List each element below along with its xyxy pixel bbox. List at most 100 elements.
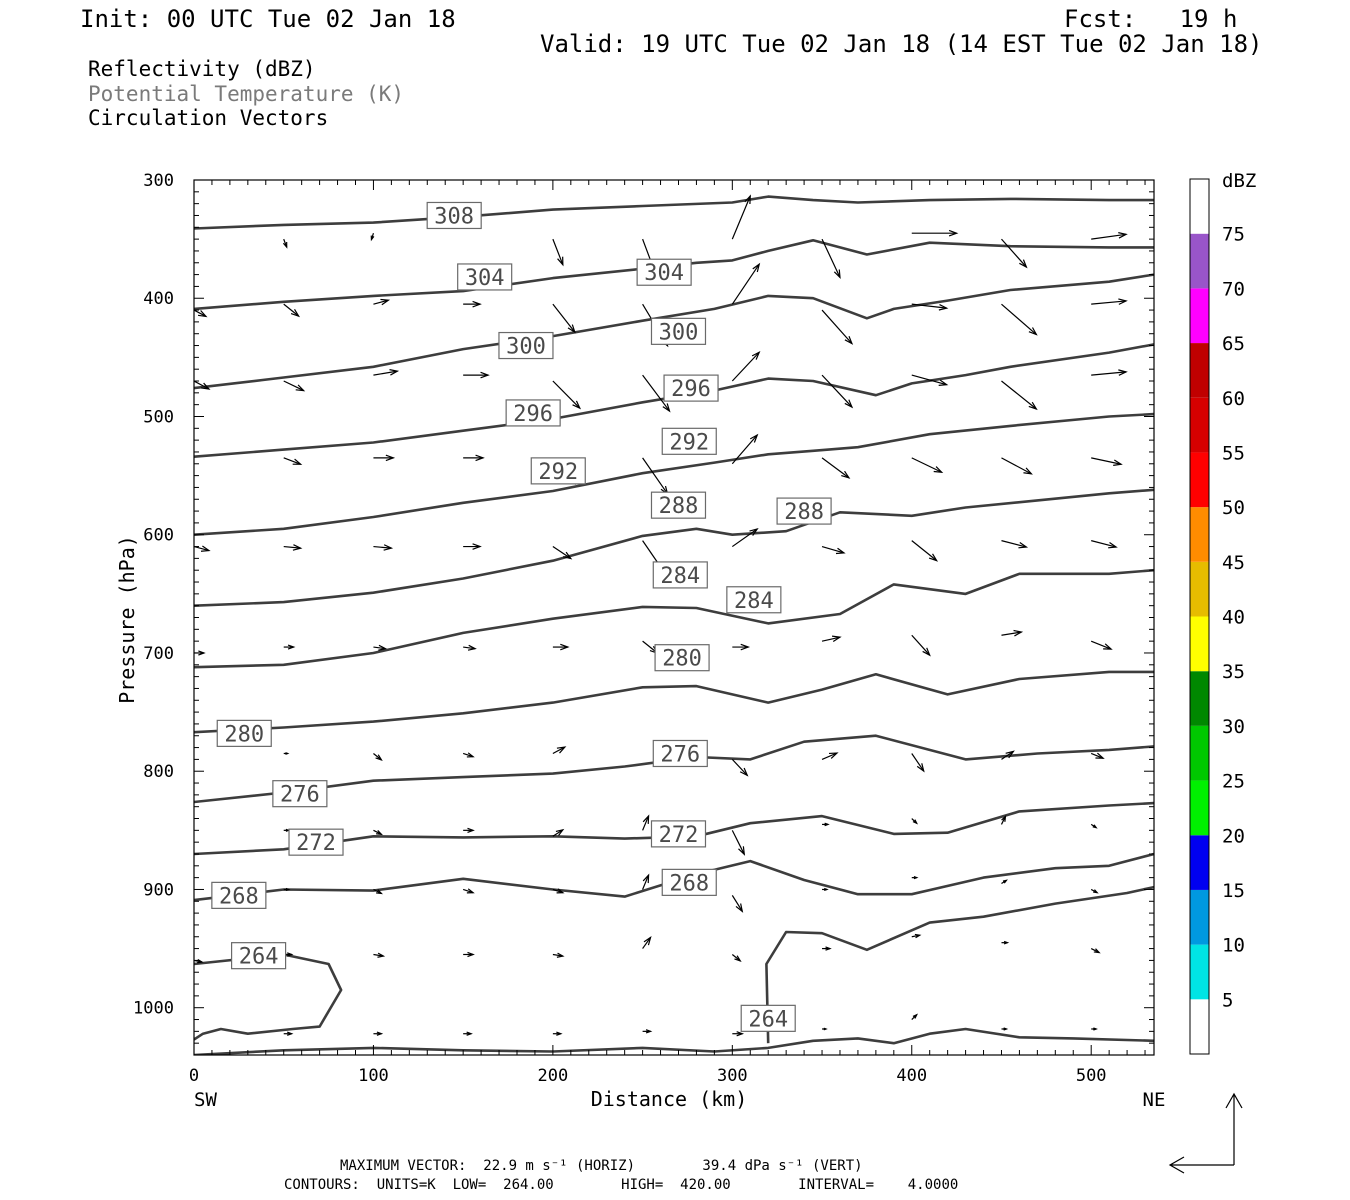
circulation-vector — [552, 888, 565, 894]
colorbar-label: 45 — [1222, 552, 1245, 574]
circulation-vector — [373, 1031, 384, 1036]
colorbar-label: 15 — [1222, 880, 1245, 902]
contour-label: 264 — [230, 942, 287, 970]
circulation-vector — [463, 454, 485, 462]
circulation-vector — [911, 1013, 919, 1020]
colorbar-label: 40 — [1222, 607, 1245, 629]
colorbar-segment — [1190, 507, 1209, 562]
colorbar-label: 5 — [1222, 989, 1233, 1011]
circulation-vector — [1090, 752, 1105, 759]
circulation-vector — [194, 380, 211, 390]
circulation-vector — [373, 753, 383, 761]
contour-label: 288 — [776, 497, 832, 525]
circulation-vector — [911, 753, 925, 773]
circulation-vector — [373, 544, 394, 551]
x-tick-label: 0 — [189, 1066, 199, 1086]
circulation-vector — [552, 380, 582, 410]
circulation-vector — [731, 350, 761, 382]
colorbar-segment — [1190, 179, 1209, 234]
colorbar-label: 20 — [1222, 825, 1245, 847]
circulation-vector — [731, 262, 761, 305]
forecast-hour: Fcst: 19 h — [1064, 5, 1238, 33]
circulation-vector — [731, 954, 742, 962]
colorbar-segment — [1190, 835, 1209, 890]
circulation-vector — [552, 952, 565, 958]
circulation-vector — [821, 752, 839, 760]
circulation-vector — [463, 300, 482, 308]
contour-label-text: 264 — [748, 1007, 788, 1032]
contour-label: 308 — [426, 201, 482, 229]
circulation-vector — [1001, 380, 1038, 411]
contour-label: 276 — [652, 739, 708, 767]
circulation-vector — [373, 369, 400, 376]
circulation-vector — [731, 194, 751, 240]
contour-label: 268 — [211, 881, 267, 909]
circulation-vector — [283, 544, 303, 551]
colorbar-label: 30 — [1222, 716, 1245, 738]
contour-label-text: 284 — [660, 564, 700, 589]
circulation-vector — [370, 233, 375, 242]
x-tick-label: 100 — [358, 1066, 389, 1086]
y-tick-label: 600 — [143, 526, 174, 546]
contour-label: 276 — [272, 780, 328, 808]
circulation-vector — [911, 634, 931, 657]
colorbar: 5 10 15 20 25 30 35 40 45 50 55 60 65 70 75 dBZ — [1189, 170, 1256, 1055]
circulation-vector — [731, 758, 749, 777]
circulation-vector — [911, 818, 919, 825]
contour-296 — [194, 343, 1154, 458]
contour-label-text: 276 — [280, 783, 320, 808]
circulation-vector — [283, 644, 296, 650]
contour-label: 304 — [457, 263, 513, 291]
circulation-vector — [821, 374, 854, 409]
circulation-vector — [283, 457, 303, 465]
circulation-vector — [821, 545, 846, 555]
circulation-vector — [911, 303, 949, 311]
contour-label: 292 — [661, 427, 717, 455]
circulation-vector — [463, 1031, 473, 1036]
colorbar-label: 50 — [1222, 497, 1245, 519]
colorbar-segment — [1190, 944, 1209, 1000]
colorbar-segment — [1190, 616, 1209, 672]
contour-264 — [194, 953, 343, 1041]
circulation-vector — [463, 644, 477, 651]
contour-label: 272 — [288, 828, 344, 856]
y-tick-label: 300 — [143, 171, 174, 191]
contour-280 — [194, 670, 1154, 734]
circulation-vector — [732, 1031, 745, 1037]
contour-label-text: 292 — [538, 460, 578, 485]
circulation-vector — [282, 238, 288, 249]
contour-label: 304 — [636, 258, 692, 286]
x-tick-label: 200 — [538, 1066, 569, 1086]
colorbar-frame — [1189, 178, 1210, 1055]
contour-label-text: 264 — [239, 945, 279, 970]
colorbar-label: 55 — [1222, 442, 1245, 464]
contour-276 — [194, 734, 1154, 804]
circulation-vector — [1091, 369, 1128, 376]
y-tick-label: 700 — [143, 644, 174, 664]
contour-label-text: 268 — [219, 884, 259, 909]
contour-label: 288 — [650, 491, 707, 519]
circulation-vector — [731, 433, 759, 465]
circulation-vector — [821, 309, 854, 345]
reference-vector-icon — [1168, 1092, 1243, 1174]
circulation-vector — [373, 829, 383, 836]
contour-label-text: 304 — [644, 261, 684, 286]
colorbar-label: 65 — [1222, 333, 1245, 355]
circulation-vector — [822, 822, 830, 827]
circulation-vector — [911, 540, 939, 562]
field-vectors-label: Circulation Vectors — [88, 106, 329, 130]
x-tick-label: 500 — [1076, 1066, 1107, 1086]
field-reflectivity-label: Reflectivity (dBZ) — [88, 57, 316, 81]
circulation-vector — [283, 887, 291, 892]
contour-label-text: 304 — [465, 266, 505, 291]
max-vector-info: MAXIMUM VECTOR: 22.9 m s⁻¹ (HORIZ) 39.4 … — [340, 1158, 863, 1174]
circulation-vector — [642, 457, 669, 496]
circulation-vector — [1001, 303, 1038, 336]
circulation-vector — [462, 752, 475, 758]
contour-label-text: 296 — [513, 402, 553, 427]
contour-label-text: 268 — [669, 871, 709, 896]
field-theta-label: Potential Temperature (K) — [88, 82, 405, 106]
circulation-vector — [373, 952, 386, 958]
circulation-vector — [1091, 457, 1123, 466]
colorbar-label: 25 — [1222, 771, 1245, 793]
